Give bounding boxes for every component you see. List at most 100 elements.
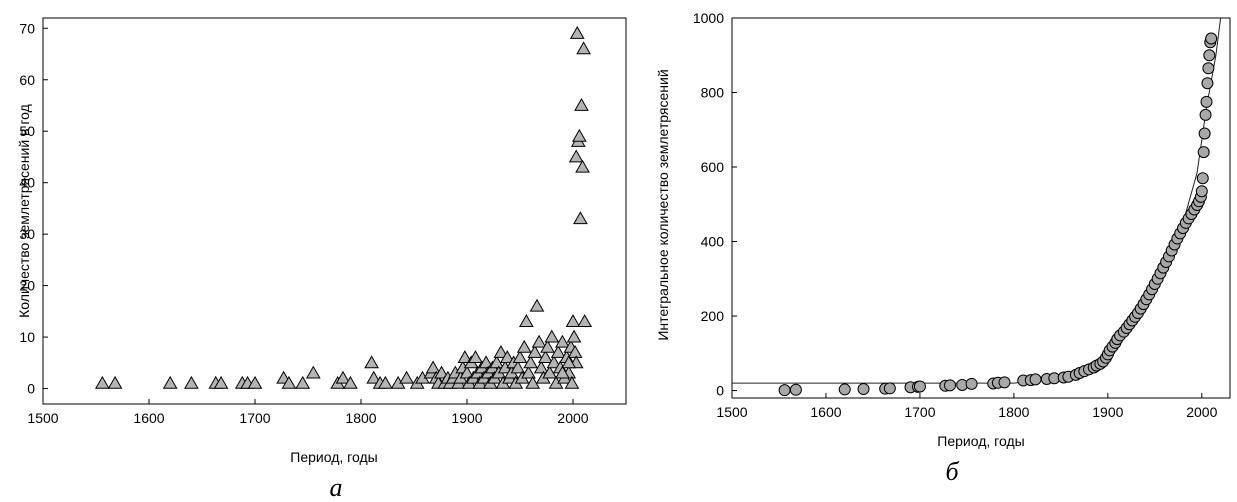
fit-curve bbox=[732, 17, 1222, 384]
panel-b-ticks: 1500 1600 1700 1800 1900 2000 0 200 400 600 800 100… bbox=[693, 10, 1218, 420]
panel-b-points bbox=[778, 32, 1218, 397]
data-point-triangle bbox=[569, 25, 585, 39]
data-point-circle bbox=[1197, 146, 1210, 159]
data-point-circle bbox=[1202, 62, 1215, 75]
data-point-circle bbox=[1205, 32, 1218, 45]
data-point-triangle bbox=[564, 375, 580, 389]
data-point-circle bbox=[1201, 77, 1214, 90]
data-point-circle bbox=[1196, 172, 1209, 185]
data-point-triangle bbox=[525, 375, 541, 389]
data-point-triangle bbox=[366, 370, 382, 384]
data-point-circle bbox=[1029, 373, 1042, 386]
data-point-triangle bbox=[544, 329, 560, 343]
data-point-circle bbox=[965, 377, 978, 390]
panel-a-ytick-label: 60 bbox=[19, 72, 35, 88]
data-point-triangle bbox=[213, 375, 229, 389]
data-point-circle bbox=[1203, 49, 1216, 62]
data-point-circle bbox=[883, 382, 896, 395]
data-point-triangle bbox=[399, 370, 414, 384]
panel-a-ytick-label: 50 bbox=[19, 123, 35, 139]
data-point-circle bbox=[838, 383, 851, 396]
panel-b-xtick-label: 2000 bbox=[1186, 404, 1217, 420]
data-point-triangle bbox=[550, 345, 566, 358]
panel-a-label: а bbox=[330, 473, 343, 502]
data-point-triangle bbox=[555, 365, 570, 379]
data-point-triangle bbox=[335, 370, 351, 384]
data-point-circle bbox=[1198, 127, 1211, 140]
panel-a: 1500 1600 1700 1800 1900 2000010203040506070 … bbox=[16, 17, 627, 502]
data-point-triangle bbox=[542, 365, 558, 379]
panel-a-xtick-label: 1500 bbox=[27, 410, 58, 426]
data-point-triangle bbox=[566, 329, 582, 343]
data-point-triangle bbox=[529, 298, 545, 312]
panel-b-ylabel: Интегральное количество землетрясений bbox=[655, 69, 671, 340]
panel-b-xtick-label: 1800 bbox=[998, 404, 1029, 420]
panel-a-ticks: 1500 1600 1700 1800 1900 2000 0 10 20 30 40 50 60 70 bbox=[19, 20, 588, 426]
panel-a-ylabel: Количество землетрясений в год bbox=[16, 104, 32, 318]
data-point-triangle bbox=[457, 350, 473, 364]
panel-a-ytick-label: 0 bbox=[27, 381, 35, 397]
data-point-triangle bbox=[546, 355, 562, 369]
panel-b-xtick-label: 1700 bbox=[904, 404, 935, 420]
data-point-triangle bbox=[576, 41, 591, 55]
data-point-triangle bbox=[107, 375, 123, 389]
panel-b-fit-line bbox=[732, 17, 1222, 384]
data-point-triangle bbox=[343, 375, 358, 389]
data-point-triangle bbox=[493, 345, 509, 358]
panel-b-ytick-label: 400 bbox=[701, 234, 725, 250]
data-point-triangle bbox=[434, 365, 449, 379]
panel-a-xtick-label: 1900 bbox=[451, 410, 482, 426]
data-point-triangle bbox=[573, 211, 588, 225]
panel-a-xtick-label: 1700 bbox=[239, 410, 270, 426]
data-point-triangle bbox=[425, 360, 441, 374]
panel-a-frame bbox=[42, 17, 627, 405]
data-point-circle bbox=[778, 384, 791, 397]
panel-b-label: б bbox=[945, 457, 959, 486]
data-point-triangle bbox=[565, 314, 581, 328]
data-point-triangle bbox=[512, 350, 528, 364]
data-point-triangle bbox=[575, 159, 590, 173]
data-point-circle bbox=[1200, 95, 1213, 108]
data-point-triangle bbox=[489, 355, 505, 369]
data-point-triangle bbox=[518, 314, 534, 328]
panel-a-ytick-label: 30 bbox=[19, 226, 35, 242]
data-point-triangle bbox=[521, 365, 536, 379]
panel-a-ytick-label: 10 bbox=[19, 329, 35, 345]
data-point-triangle bbox=[533, 360, 549, 374]
data-point-triangle bbox=[568, 149, 584, 163]
data-point-triangle bbox=[561, 355, 577, 369]
panel-b-ytick-label: 0 bbox=[716, 383, 724, 399]
data-point-triangle bbox=[538, 350, 553, 364]
data-point-triangle bbox=[459, 365, 475, 379]
panel-b-ytick-label: 200 bbox=[701, 308, 725, 324]
panel-a-ytick-label: 20 bbox=[19, 278, 35, 294]
data-point-triangle bbox=[378, 375, 393, 389]
panel-a-xlabel: Период, годы bbox=[290, 449, 377, 465]
data-point-circle bbox=[943, 379, 956, 392]
panel-a-ytick-label: 70 bbox=[19, 20, 35, 36]
panel-b-frame bbox=[731, 17, 1231, 399]
data-point-triangle bbox=[577, 314, 593, 328]
data-point-triangle bbox=[571, 128, 587, 142]
panel-b-xtick-label: 1900 bbox=[1092, 404, 1123, 420]
panel-a-xtick-label: 2000 bbox=[557, 410, 588, 426]
data-point-triangle bbox=[281, 375, 297, 389]
data-point-circle bbox=[1195, 185, 1208, 198]
data-point-triangle bbox=[184, 375, 199, 389]
data-point-triangle bbox=[305, 365, 321, 379]
data-point-circle bbox=[789, 383, 802, 396]
panel-a-xtick-label: 1800 bbox=[345, 410, 376, 426]
panel-b-ytick-label: 800 bbox=[701, 85, 725, 101]
data-point-triangle bbox=[478, 355, 494, 369]
data-point-triangle bbox=[247, 375, 263, 389]
data-point-triangle bbox=[516, 339, 532, 353]
data-point-triangle bbox=[540, 339, 555, 353]
panel-a-points bbox=[94, 25, 593, 389]
data-point-triangle bbox=[468, 350, 483, 364]
data-point-triangle bbox=[510, 360, 526, 374]
data-point-triangle bbox=[523, 355, 538, 369]
panel-b-xlabel: Период, годы bbox=[937, 433, 1024, 449]
data-point-triangle bbox=[555, 334, 570, 348]
panel-a-ytick-label: 40 bbox=[19, 175, 35, 191]
